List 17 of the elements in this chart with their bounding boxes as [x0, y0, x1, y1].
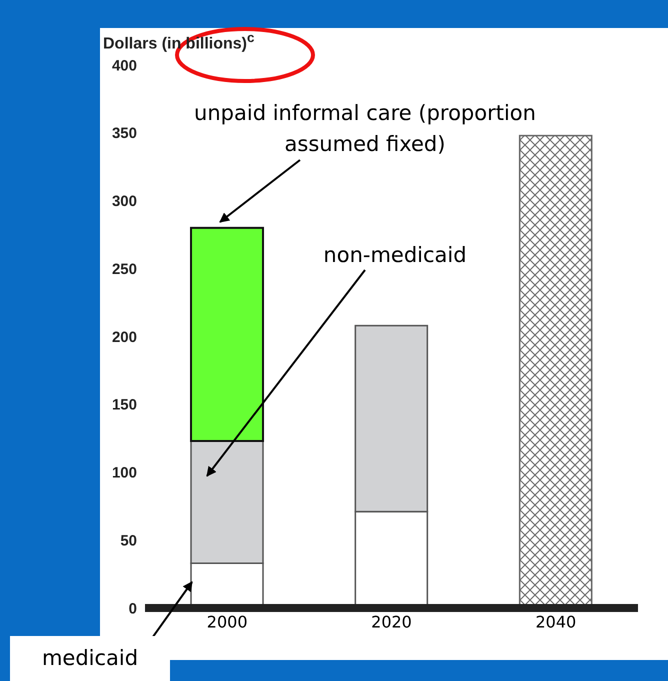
- y-axis-title: Dollars (in billions)$^{c}$: [103, 30, 254, 54]
- y-tick-label: 350: [112, 125, 137, 142]
- y-tick-label: 150: [112, 396, 137, 414]
- x-tick-label: 2040: [535, 612, 576, 632]
- text: medicaid: [42, 645, 138, 672]
- y-tick-label: 200: [112, 328, 137, 346]
- y-tick-label: 100: [112, 464, 137, 482]
- x-tick-label: 2020: [371, 612, 412, 632]
- y-tick-label: 50: [120, 532, 137, 550]
- x-tick-label: 2000: [206, 612, 248, 632]
- text: non-medicaid: [323, 242, 467, 268]
- text: unpaid informal care (proportion assumed fixed): [193, 100, 537, 158]
- y-tick-label: 400: [112, 57, 137, 74]
- y-tick-label: 300: [112, 193, 137, 210]
- bar: [190, 226, 264, 442]
- y-tick-label: 0: [128, 600, 137, 618]
- y-tick-label: 250: [112, 260, 137, 278]
